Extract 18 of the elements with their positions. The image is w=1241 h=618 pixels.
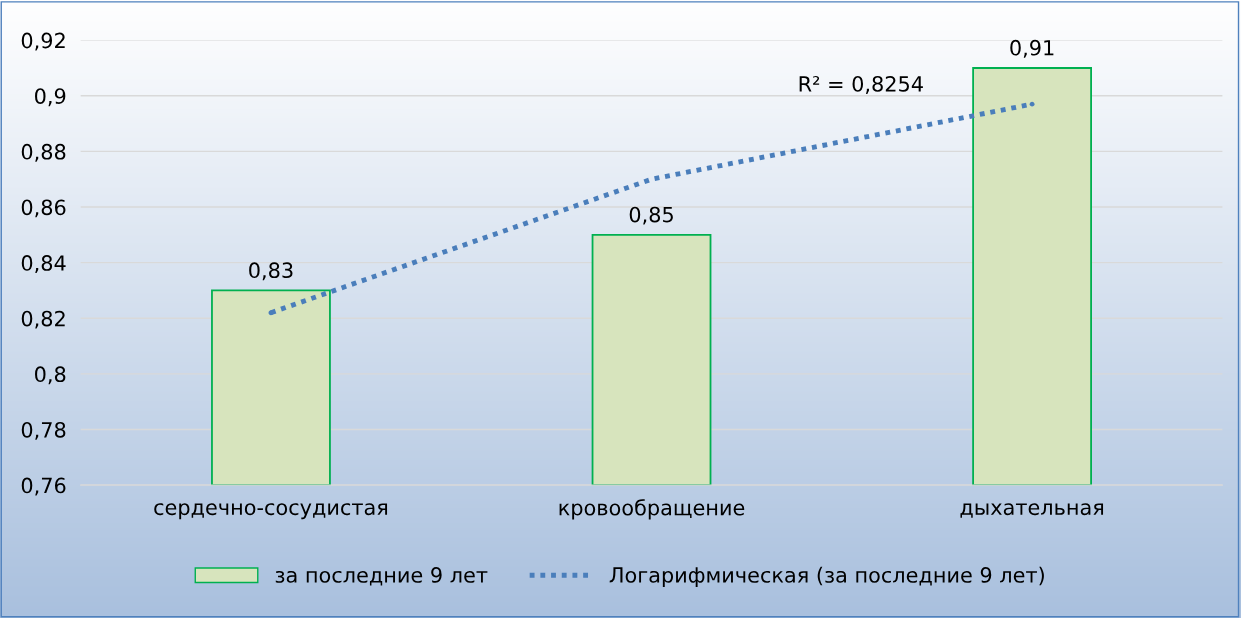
data-label: 0,91: [1010, 39, 1054, 58]
y-tick-label: 0,8: [35, 366, 66, 385]
data-label: 0,85: [629, 206, 673, 225]
y-tick-label: 0,92: [21, 32, 65, 51]
x-tick-label: кровообращение: [559, 499, 745, 520]
y-tick-label: 0,84: [21, 255, 66, 273]
data-label: 0,83: [249, 262, 293, 281]
y-tick-label: 0,82: [21, 310, 65, 329]
y-tick-label: 0,76: [21, 477, 66, 496]
x-tick-label: дыхательная: [960, 503, 1104, 518]
y-tick-label: 0,88: [21, 143, 66, 162]
y-tick-label: 0,86: [21, 199, 66, 218]
y-tick-label: 0,78: [21, 421, 66, 440]
legend-label: Логарифмическая (за последние 9 лет): [609, 566, 1044, 587]
annotation: R² = 0,8254: [799, 76, 923, 94]
y-tick-label: 0,9: [35, 88, 66, 107]
x-tick-label: сердечно-сосудистая: [154, 503, 388, 520]
legend-label: за последние 9 лет: [275, 567, 488, 586]
